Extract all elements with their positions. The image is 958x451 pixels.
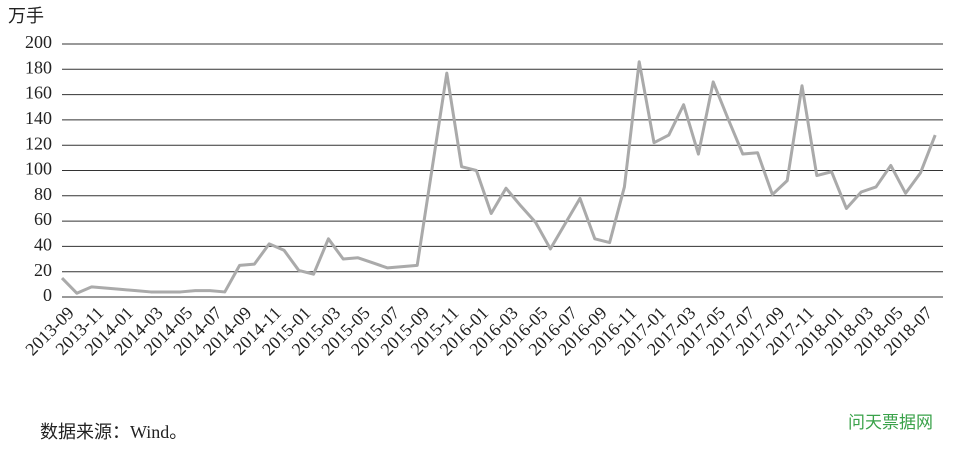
y-tick-label: 140 [25, 108, 52, 128]
source-note: 数据来源：Wind。 [40, 422, 187, 442]
y-tick-label: 200 [25, 32, 52, 52]
data-line [60, 60, 937, 295]
y-tick-label: 100 [25, 159, 52, 179]
y-axis-label: 万手 [8, 6, 44, 26]
y-tick-label: 40 [34, 235, 52, 255]
watermark: 问天票据网 [848, 413, 933, 433]
y-tick-label: 180 [25, 57, 52, 77]
y-tick-label: 160 [25, 83, 52, 103]
y-tick-label: 0 [43, 285, 52, 305]
y-tick-label: 20 [34, 260, 52, 280]
y-tick-label: 120 [25, 133, 52, 153]
y-tick-label: 80 [34, 184, 52, 204]
y-tick-label: 60 [34, 209, 52, 229]
